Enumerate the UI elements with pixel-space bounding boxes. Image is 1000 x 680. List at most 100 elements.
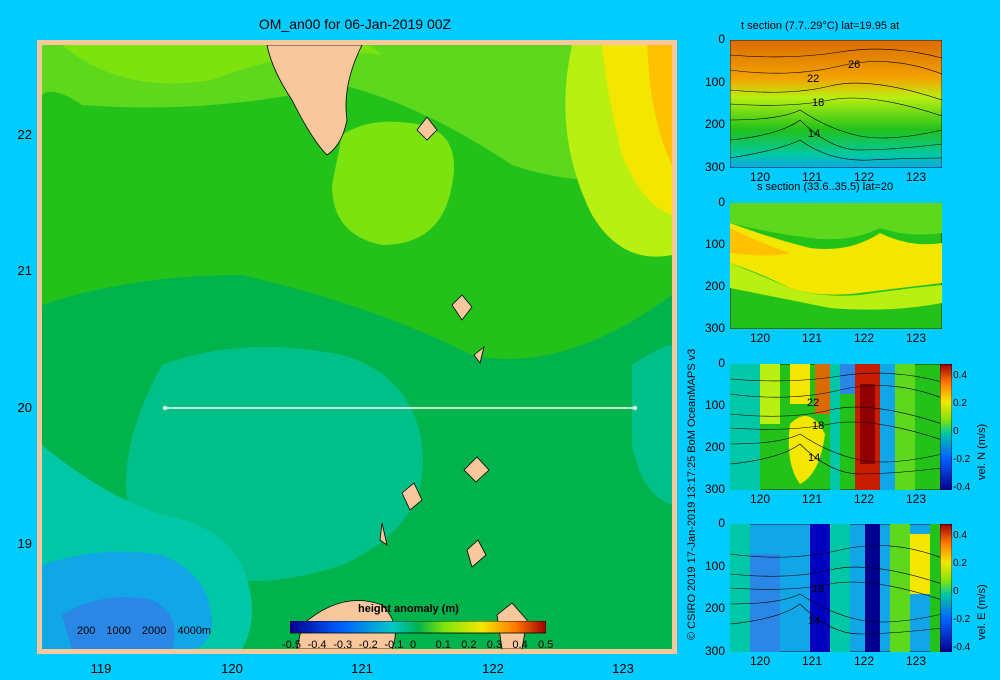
section-y-tick: 200 [704, 601, 725, 616]
section-y-tick: 300 [704, 644, 725, 658]
section-x-tick: 121 [801, 492, 823, 506]
vel-colorbar-tick: 0.2 [953, 558, 967, 569]
section-y-tick: 200 [704, 440, 725, 454]
contour-label: 26 [848, 59, 861, 71]
map-plot [42, 45, 672, 649]
section-x-tick: 120 [749, 492, 771, 506]
colorbar-ticks: -0.5 -0.4 -0.3 -0.2 -0.1 0 0.1 0.2 0.3 0.4 0.5 [282, 639, 554, 653]
section-x-tick: 120 [749, 331, 771, 345]
veln-section-plot [730, 364, 942, 490]
land-island [463, 456, 490, 483]
vele-label: vel. E (m/s) [976, 584, 988, 640]
colorbar-tick: 0.3 [486, 639, 503, 651]
section-y-tick: 100 [704, 237, 725, 251]
contour-label: 22 [807, 73, 820, 85]
vel-colorbar-tick: -0.4 [953, 482, 971, 493]
section-x-tick: 122 [853, 654, 875, 668]
map-x-tick: 122 [482, 661, 504, 676]
vel-colorbar-tick: 0 [953, 426, 959, 437]
section-x-tick: 122 [853, 170, 875, 184]
section-y-tick: 100 [704, 74, 725, 89]
section-y-tick: 300 [704, 160, 725, 174]
section-x-tick: 122 [853, 331, 875, 345]
height-colorbar [290, 621, 546, 634]
vele-section-plot [730, 524, 942, 652]
section-y-tick: 0 [718, 195, 725, 209]
map-x-tick: 120 [221, 661, 243, 676]
t-section-title: t section (7.7..29°C) lat=19.95 at [741, 20, 900, 32]
t-section-plot [730, 40, 942, 168]
map-x-tick: 123 [612, 661, 634, 676]
colorbar-tick: -0.5 [282, 639, 301, 651]
section-x-tick: 123 [905, 654, 927, 668]
vel-colorbar-tick: 0 [953, 586, 959, 597]
section-y-tick: 100 [704, 398, 725, 412]
vel-colorbar-tick: -0.2 [953, 454, 971, 465]
map-x-tick: 119 [90, 661, 112, 676]
land-island [473, 345, 485, 364]
section-y-tick: 0 [718, 356, 725, 370]
s-section-title: s section (33.6..35.5) lat=20 [757, 181, 894, 193]
vel-colorbar-tick: 0.4 [953, 530, 967, 541]
land-island [416, 116, 438, 141]
section-y-tick: 100 [704, 558, 725, 573]
colorbar-tick: 0 [410, 639, 417, 651]
section-x-tick: 123 [905, 170, 927, 184]
contour-label: 18 [812, 97, 825, 109]
field-teal [126, 347, 423, 581]
section-y-tick: 200 [704, 117, 725, 132]
field-orange [647, 45, 672, 165]
veln-label: vel. N (m/s) [976, 423, 988, 480]
map-y-tick: 19 [17, 536, 32, 551]
colorbar-tick: 0.5 [538, 639, 554, 651]
field-blue [62, 597, 175, 649]
section-x-tick: 123 [905, 492, 927, 506]
colorbar-tick: -0.2 [358, 639, 378, 651]
section-y-tick: 300 [704, 321, 725, 335]
land-island [401, 482, 423, 511]
land-island [466, 539, 487, 568]
map-x-tick: 121 [351, 661, 373, 676]
section-y-tick: 200 [704, 279, 725, 293]
field-teal-right [632, 345, 672, 505]
map-y-tick: 20 [17, 400, 32, 415]
vel-colorbar-tick: 0.4 [953, 370, 967, 381]
section-x-tick: 123 [905, 331, 927, 345]
veln-colorbar [940, 364, 952, 490]
vel-colorbar-tick: 0.2 [953, 398, 967, 409]
contour-label: 14 [808, 452, 821, 464]
vel-colorbar-tick: -0.2 [953, 614, 971, 625]
vele-colorbar [940, 524, 952, 652]
colorbar-tick: -0.3 [333, 639, 353, 651]
land-island [451, 294, 473, 321]
section-line-end [633, 406, 637, 410]
colorbar-tick: 0.1 [435, 639, 451, 651]
colorbar-tick: -0.4 [307, 639, 327, 651]
field-lime-blob [332, 121, 454, 245]
land-taiwan [266, 45, 363, 156]
contour-label: 18 [812, 583, 825, 595]
map-y-tick: 21 [17, 263, 32, 278]
map-frame [37, 40, 677, 654]
contour-label: 18 [812, 420, 825, 432]
section-y-tick: 0 [718, 516, 725, 530]
section-x-tick: 121 [801, 170, 823, 184]
section-line-start [163, 406, 167, 410]
vel-colorbar-tick: -0.4 [953, 642, 971, 653]
colorbar-tick: 0.4 [512, 639, 528, 651]
map-y-tick: 22 [17, 127, 32, 142]
map-title: OM_an00 for 06-Jan-2019 00Z [258, 16, 452, 32]
land-island [379, 522, 388, 546]
section-y-tick: 300 [704, 482, 725, 496]
depth-legend: 200 1000 2000 4000m [77, 625, 212, 637]
contour-label: 14 [808, 615, 821, 627]
section-x-tick: 120 [749, 170, 771, 184]
section-x-tick: 121 [801, 654, 823, 668]
section-y-tick: 0 [718, 32, 725, 46]
section-x-tick: 121 [801, 331, 823, 345]
contour-label: 22 [807, 397, 820, 409]
contour-label: 14 [808, 128, 821, 140]
colorbar-tick: -0.1 [384, 639, 404, 651]
section-x-tick: 120 [749, 654, 771, 668]
colorbar-title: height anomaly (m) [358, 603, 459, 615]
